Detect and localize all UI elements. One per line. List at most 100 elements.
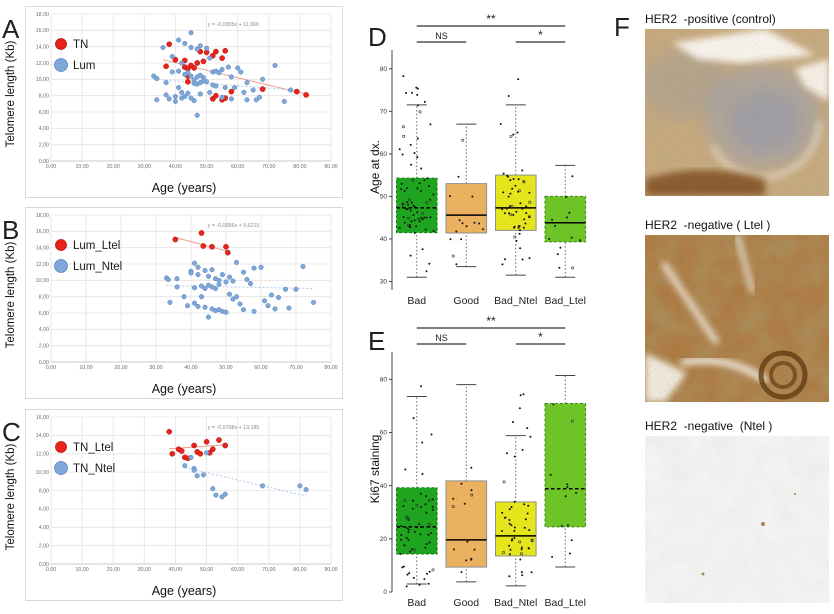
svg-text:20,00: 20,00 bbox=[107, 164, 120, 170]
svg-text:70,00: 70,00 bbox=[262, 164, 275, 170]
svg-text:0,00: 0,00 bbox=[39, 562, 49, 568]
svg-text:14,00: 14,00 bbox=[36, 45, 49, 51]
svg-text:Bad: Bad bbox=[407, 295, 426, 307]
svg-text:4,00: 4,00 bbox=[39, 525, 49, 531]
svg-text:30,00: 30,00 bbox=[149, 365, 162, 371]
svg-text:y = -0,0056x + 9,6215: y = -0,0056x + 9,6215 bbox=[208, 223, 260, 229]
svg-text:2,00: 2,00 bbox=[39, 344, 49, 350]
svg-text:10,00: 10,00 bbox=[79, 365, 92, 371]
svg-text:TN_Ntel: TN_Ntel bbox=[73, 463, 115, 475]
svg-text:18,00: 18,00 bbox=[36, 213, 49, 219]
svg-text:90,00: 90,00 bbox=[324, 567, 337, 573]
svg-text:*: * bbox=[538, 330, 543, 344]
svg-text:70,00: 70,00 bbox=[289, 365, 302, 371]
svg-text:10,00: 10,00 bbox=[75, 567, 88, 573]
svg-text:0,00: 0,00 bbox=[39, 159, 49, 165]
panel-f-letter: F bbox=[614, 12, 630, 42]
svg-text:50,00: 50,00 bbox=[219, 365, 232, 371]
svg-text:Good: Good bbox=[453, 597, 479, 609]
scatter-chart-tn-vs-lum: 0,00 10,00 20,00 30,00 40,00 50,00 60,00 70,00 8… bbox=[36, 12, 338, 170]
svg-text:30,00: 30,00 bbox=[138, 567, 151, 573]
svg-text:*: * bbox=[538, 28, 543, 42]
svg-text:90,00: 90,00 bbox=[324, 164, 337, 170]
svg-text:60,00: 60,00 bbox=[254, 365, 267, 371]
svg-text:40,00: 40,00 bbox=[169, 567, 182, 573]
panel-a: A Telomere length (Kb) 0,00 10,00 20,00 30,… bbox=[0, 4, 352, 202]
svg-text:10,00: 10,00 bbox=[36, 470, 49, 476]
her2-negative-ltel-image bbox=[645, 235, 829, 402]
svg-text:2,00: 2,00 bbox=[39, 143, 49, 149]
svg-text:**: ** bbox=[486, 314, 496, 328]
svg-text:14,00: 14,00 bbox=[36, 433, 49, 439]
svg-text:8,00: 8,00 bbox=[39, 94, 49, 100]
svg-text:60,00: 60,00 bbox=[231, 164, 244, 170]
svg-text:TN: TN bbox=[73, 39, 88, 51]
svg-text:NS: NS bbox=[435, 31, 448, 41]
panel-c-x-axis-title: Age (years) bbox=[151, 584, 217, 598]
svg-text:6,00: 6,00 bbox=[39, 507, 49, 513]
panel-a-x-axis-title: Age (years) bbox=[151, 181, 217, 195]
svg-text:80,00: 80,00 bbox=[293, 164, 306, 170]
her2-negative-ltel-figure: HER2 -negative ( Ltel ) bbox=[645, 218, 829, 402]
scatter-chart-tn-ltel-ntel: 0,00 10,00 20,00 30,00 40,00 50,00 60,00 70,00 8… bbox=[36, 415, 338, 573]
svg-text:6,00: 6,00 bbox=[39, 110, 49, 116]
svg-text:Bad_Ltel: Bad_Ltel bbox=[545, 597, 586, 609]
svg-text:50,00: 50,00 bbox=[200, 164, 213, 170]
panel-c: C Telomere length (Kb) 0,00 10,00 20,00 30,… bbox=[0, 407, 352, 605]
svg-text:10,00: 10,00 bbox=[36, 77, 49, 83]
svg-text:50: 50 bbox=[380, 194, 388, 201]
svg-text:y = -0,0708x + 13,185: y = -0,0708x + 13,185 bbox=[208, 425, 260, 431]
svg-text:0,00: 0,00 bbox=[39, 360, 49, 366]
svg-text:0,00: 0,00 bbox=[46, 164, 56, 170]
svg-text:0: 0 bbox=[383, 589, 387, 596]
panel-c-y-axis-title: Telomere length (Kb) bbox=[5, 443, 17, 551]
panel-a-y-axis-title: Telomere length (Kb) bbox=[5, 40, 17, 148]
svg-text:16,00: 16,00 bbox=[36, 28, 49, 34]
her2-negative-ntel-title: HER2 -negative (Ntel ) bbox=[645, 419, 773, 433]
her2-positive-control-figure: HER2 -positive (control) bbox=[645, 12, 829, 196]
boxplot-age-at-dx: 30 40 50 60 70 80 Bad Good Bad_Ntel Bad_Ltel ** NS * bbox=[380, 12, 587, 307]
svg-text:30,00: 30,00 bbox=[138, 164, 151, 170]
svg-text:0,00: 0,00 bbox=[46, 365, 56, 371]
svg-text:16,00: 16,00 bbox=[36, 415, 49, 421]
svg-text:8,00: 8,00 bbox=[39, 488, 49, 494]
svg-text:TN_Ltel: TN_Ltel bbox=[73, 442, 113, 454]
svg-text:4,00: 4,00 bbox=[39, 126, 49, 132]
svg-text:80: 80 bbox=[380, 377, 388, 384]
svg-text:4,00: 4,00 bbox=[39, 327, 49, 333]
panel-c-letter: C bbox=[2, 417, 21, 447]
svg-text:2,00: 2,00 bbox=[39, 543, 49, 549]
panel-d-letter: D bbox=[368, 22, 387, 52]
her2-positive-control-title: HER2 -positive (control) bbox=[645, 12, 776, 26]
svg-text:60: 60 bbox=[380, 151, 388, 158]
panel-b: B Telomere length (Kb) 0,00 10,00 20,00 30,… bbox=[0, 205, 352, 403]
svg-text:60: 60 bbox=[380, 430, 388, 437]
svg-text:0,00: 0,00 bbox=[46, 567, 56, 573]
her2-negative-ntel-figure: HER2 -negative (Ntel ) bbox=[645, 419, 829, 603]
panel-a-letter: A bbox=[2, 14, 20, 44]
svg-text:40: 40 bbox=[380, 483, 388, 490]
svg-text:70,00: 70,00 bbox=[262, 567, 275, 573]
svg-text:Lum_Ntel: Lum_Ntel bbox=[73, 261, 122, 273]
svg-text:40,00: 40,00 bbox=[184, 365, 197, 371]
svg-text:12,00: 12,00 bbox=[36, 452, 49, 458]
panel-f: F HER2 -positive (control) bbox=[612, 0, 834, 611]
svg-text:20,00: 20,00 bbox=[114, 365, 127, 371]
svg-text:12,00: 12,00 bbox=[36, 61, 49, 67]
svg-text:Lum_Ltel: Lum_Ltel bbox=[73, 240, 120, 252]
panel-e-letter: E bbox=[368, 326, 386, 356]
svg-text:80,00: 80,00 bbox=[293, 567, 306, 573]
svg-text:16,00: 16,00 bbox=[36, 229, 49, 235]
svg-text:NS: NS bbox=[435, 333, 448, 343]
svg-text:6,00: 6,00 bbox=[39, 311, 49, 317]
svg-text:**: ** bbox=[486, 12, 496, 26]
her2-negative-ltel-title: HER2 -negative ( Ltel ) bbox=[645, 218, 771, 232]
svg-text:10,00: 10,00 bbox=[36, 278, 49, 284]
svg-text:80: 80 bbox=[380, 66, 388, 73]
svg-text:80,00: 80,00 bbox=[324, 365, 337, 371]
svg-text:60,00: 60,00 bbox=[231, 567, 244, 573]
svg-text:20: 20 bbox=[380, 536, 388, 543]
svg-text:Lum: Lum bbox=[73, 60, 95, 72]
panel-b-letter: B bbox=[2, 215, 20, 245]
